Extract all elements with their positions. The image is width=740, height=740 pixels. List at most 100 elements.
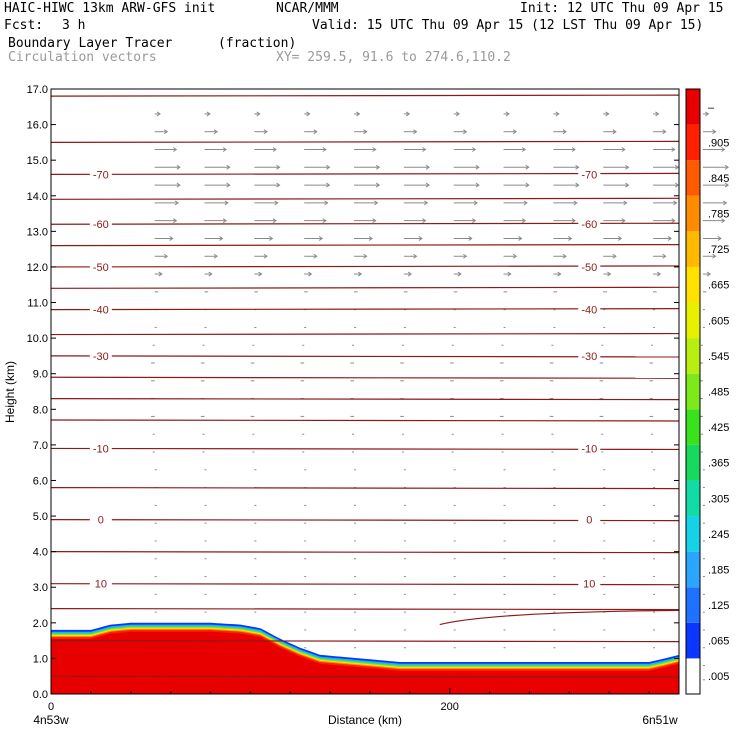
contour-label: -60: [581, 219, 597, 231]
isotherm-line: [50, 265, 680, 268]
wind-vector-head: [272, 218, 277, 224]
wind-vector-head: [675, 164, 680, 170]
y-tick-label: 8.0: [33, 404, 48, 416]
x-right-end-label: 6n51w: [642, 713, 678, 727]
model-title: HAIC-HIWC 13km ARW-GFS init: [4, 1, 216, 16]
wind-vector-head: [169, 236, 174, 241]
wind-vector-head: [612, 253, 617, 259]
wind-vector-head: [374, 200, 379, 206]
wind-vector-head: [375, 182, 381, 188]
contour-label-bg: [89, 218, 112, 231]
colorbar-swatch: [686, 89, 700, 125]
y-tick-label: 2.0: [33, 618, 48, 630]
wind-vector-head: [274, 200, 279, 206]
contour-label: -30: [93, 351, 109, 363]
isotherm-line: [50, 398, 680, 401]
isotherm-line: [50, 419, 680, 422]
wind-vector-head: [272, 147, 277, 152]
x-left-end-label: 4n53w: [33, 713, 69, 727]
isotherm-line: [50, 355, 680, 358]
contour-label: -30: [581, 351, 597, 363]
colorbar-label: –: [708, 102, 715, 114]
contour-label: -10: [93, 443, 109, 455]
wind-vector-head: [318, 236, 324, 241]
contour-label: -70: [93, 169, 109, 181]
y-tick-label: 13.0: [27, 226, 48, 238]
y-tick-label: 4.0: [33, 547, 48, 559]
wind-vector-head: [612, 129, 617, 135]
wind-vector-head: [562, 253, 567, 259]
wind-vector-head: [156, 111, 161, 117]
valid-time: Valid: 15 UTC Thu 09 Apr 15 (12 LST Thu …: [312, 18, 704, 33]
wind-vector-head: [473, 200, 479, 206]
plot-frame: [50, 88, 680, 695]
wind-vector-head: [671, 218, 676, 224]
colorbar-label: .005: [708, 671, 729, 683]
wind-vector-head: [158, 271, 163, 277]
colorbar-swatch: [686, 622, 700, 659]
wind-vector-head: [269, 236, 274, 241]
wind-vector-head: [226, 182, 231, 188]
wind-vector-head: [475, 164, 480, 170]
wind-vector-head: [518, 236, 523, 241]
wind-vector-head: [472, 218, 477, 224]
x-axis-label: Distance (km): [328, 713, 402, 727]
wind-vector-head: [573, 200, 578, 206]
wind-vector-head: [562, 129, 567, 135]
isotherm-line: [50, 607, 680, 611]
wind-vector-head: [712, 129, 717, 135]
wind-vector-head: [372, 147, 377, 152]
y-tick-label: 3.0: [33, 582, 48, 594]
contour-label: -40: [581, 305, 597, 317]
wind-vector-head: [306, 111, 311, 117]
wind-vector-head: [621, 218, 626, 224]
wind-vector-head: [222, 147, 228, 152]
wind-vector-head: [423, 200, 429, 206]
colorbar-label: .905: [708, 137, 729, 149]
wind-vector-head: [425, 164, 430, 170]
field-name: Boundary Layer Tracer: [8, 36, 173, 51]
contour-label-bg: [578, 349, 601, 362]
contour-label-bg: [578, 442, 601, 455]
isotherm-line: [50, 583, 680, 586]
wind-vector-head: [662, 129, 667, 135]
contour-label-bg: [89, 577, 112, 590]
wind-vector-head: [163, 129, 169, 135]
wind-vector-head: [263, 253, 268, 259]
colorbar-swatch: [686, 160, 700, 196]
wind-vector-head: [313, 253, 318, 259]
contour-label-bg: [578, 218, 601, 231]
colorbar-swatch: [686, 551, 700, 588]
wind-vector-head: [723, 200, 728, 206]
wind-vector-head: [475, 182, 480, 188]
wind-vector-head: [413, 129, 418, 135]
wind-vector-head: [523, 200, 528, 206]
colorbar-label: .725: [708, 244, 729, 256]
colorbar-label: .365: [708, 458, 729, 470]
wind-vector-head: [326, 182, 331, 188]
wind-vector-head: [468, 236, 473, 241]
xy-range: XY= 259.5, 91.6 to 274.6,110.2: [276, 50, 511, 65]
wind-vector-head: [174, 200, 179, 206]
contour-label: -70: [581, 169, 597, 181]
contour-label-bg: [578, 260, 601, 273]
isotherm-line: [50, 197, 680, 200]
wind-vector-head: [176, 182, 181, 188]
colorbar-label: .845: [708, 173, 729, 185]
isotherm-line: [50, 243, 680, 247]
wind-vector-head: [413, 253, 418, 259]
wind-vector-head: [326, 164, 331, 170]
contour-label: -10: [581, 443, 597, 455]
wind-vector-head: [571, 147, 576, 152]
contour-label: -60: [93, 219, 109, 231]
tracer-fill-layer: [51, 622, 679, 694]
wind-vector-head: [463, 253, 468, 259]
wind-vector-head: [276, 182, 281, 188]
wind-vector-head: [712, 253, 717, 259]
contour-label-bg: [89, 168, 112, 181]
y-tick-label: 9.0: [33, 369, 48, 381]
wind-vector-head: [512, 129, 518, 135]
contour-label-bg: [578, 168, 601, 181]
isotherm-line: [50, 551, 680, 554]
